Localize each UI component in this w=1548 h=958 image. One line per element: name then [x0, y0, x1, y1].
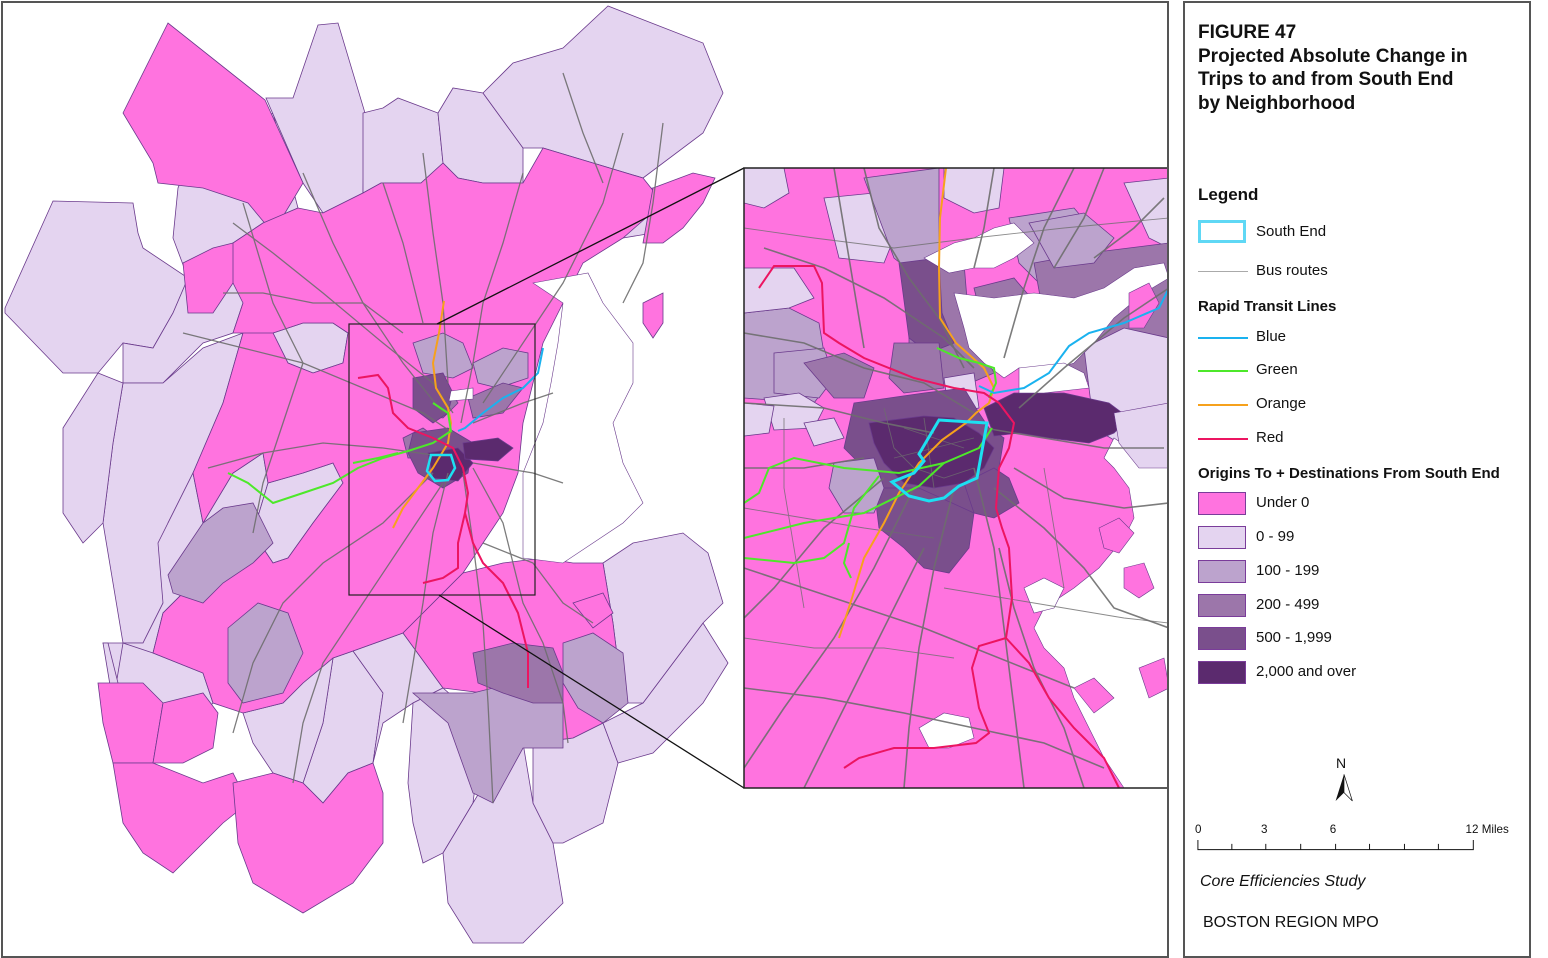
region-map[interactable] — [3, 3, 1167, 956]
legend-label-green: Green — [1256, 361, 1298, 378]
orange-line-swatch — [1198, 404, 1248, 406]
scale-tick-0: 0 — [1195, 823, 1202, 836]
legend-panel: FIGURE 47 Projected Absolute Change in T… — [1183, 1, 1531, 958]
red-line-swatch — [1198, 438, 1248, 440]
green-line-branch4-inset — [842, 542, 852, 579]
inset-leader-top — [436, 167, 745, 325]
legend-label-red: Red — [1256, 429, 1284, 446]
figure-number: FIGURE 47 — [1198, 22, 1297, 43]
legend-heading: Legend — [1198, 185, 1259, 204]
legend-label-bus-routes: Bus routes — [1256, 262, 1328, 279]
legend-label-class-1: 0 - 99 — [1256, 528, 1295, 545]
legend-label-class-3: 200 - 499 — [1256, 596, 1320, 613]
figure-title: FIGURE 47 Projected Absolute Change in T… — [1198, 21, 1468, 115]
inset-leader-bottom — [438, 594, 745, 789]
green-line-swatch — [1198, 370, 1248, 372]
class-swatch-2000-over — [1198, 661, 1246, 684]
class-swatch-200-499 — [1198, 594, 1246, 617]
class-swatch-100-199 — [1198, 560, 1246, 583]
green-line-branch2-inset — [743, 475, 880, 565]
green-line-branch3-inset — [936, 347, 998, 399]
classes-heading: Origins To + Destinations From South End — [1198, 465, 1500, 482]
class-swatch-0-99 — [1198, 526, 1246, 549]
green-line-branch-main — [352, 452, 399, 464]
blue-line-inset — [978, 289, 1167, 395]
red-line-branch-main — [422, 512, 466, 584]
class-swatch-500-1999 — [1198, 627, 1246, 650]
red-line-branch2-inset — [843, 637, 1007, 769]
north-label: N — [1336, 755, 1347, 771]
figure-title-line-2: Trips to and from South End — [1198, 69, 1454, 90]
class-swatch-under-0 — [1198, 492, 1246, 515]
bus-route-swatch — [1198, 271, 1248, 272]
red-line-main — [357, 373, 529, 688]
green-line-inset — [743, 427, 993, 504]
blue-line-main — [457, 347, 544, 432]
green-line-branch1-inset — [743, 462, 945, 539]
map-frame — [1, 1, 1169, 958]
orange-line-main — [392, 300, 453, 529]
scale-bar: 0 3 6 12 Miles — [1195, 823, 1509, 851]
red-line-branch-inset — [1005, 637, 1120, 789]
scale-tick-3: 3 — [1261, 823, 1267, 836]
legend-label-class-0: Under 0 — [1256, 494, 1310, 511]
legend-label-class-5: 2,000 and over — [1256, 663, 1357, 680]
legend-label-class-2: 100 - 199 — [1256, 562, 1320, 579]
legend-label-blue: Blue — [1256, 328, 1287, 345]
red-line-inset — [758, 265, 1016, 639]
north-arrow-icon — [1335, 774, 1353, 802]
rapid-transit-heading: Rapid Transit Lines — [1198, 298, 1337, 315]
rapid-transit-main — [227, 300, 544, 688]
legend-label-south-end: South End — [1256, 223, 1327, 240]
green-line-main — [227, 402, 453, 505]
study-name: Core Efficiencies Study — [1200, 873, 1366, 890]
legend-label-orange: Orange — [1256, 395, 1307, 412]
south-end-outline-main — [425, 453, 457, 483]
south-end-swatch — [1198, 220, 1246, 243]
figure-title-line-3: by Neighborhood — [1198, 92, 1356, 114]
scale-tick-6: 6 — [1330, 823, 1336, 836]
bus-routes — [182, 72, 664, 804]
scale-tick-12: 12 Miles — [1466, 823, 1509, 836]
blue-line-swatch — [1198, 337, 1248, 339]
organization-name: BOSTON REGION MPO — [1203, 914, 1379, 931]
inset-locator-box — [348, 323, 536, 596]
figure-title-line-1: Projected Absolute Change in — [1198, 45, 1468, 67]
neighborhood-polygons — [4, 5, 729, 944]
orange-line-inset — [838, 167, 996, 639]
legend-label-class-4: 500 - 1,999 — [1256, 629, 1332, 646]
inset-map — [743, 167, 1167, 789]
south-end-outline-inset — [889, 418, 989, 503]
